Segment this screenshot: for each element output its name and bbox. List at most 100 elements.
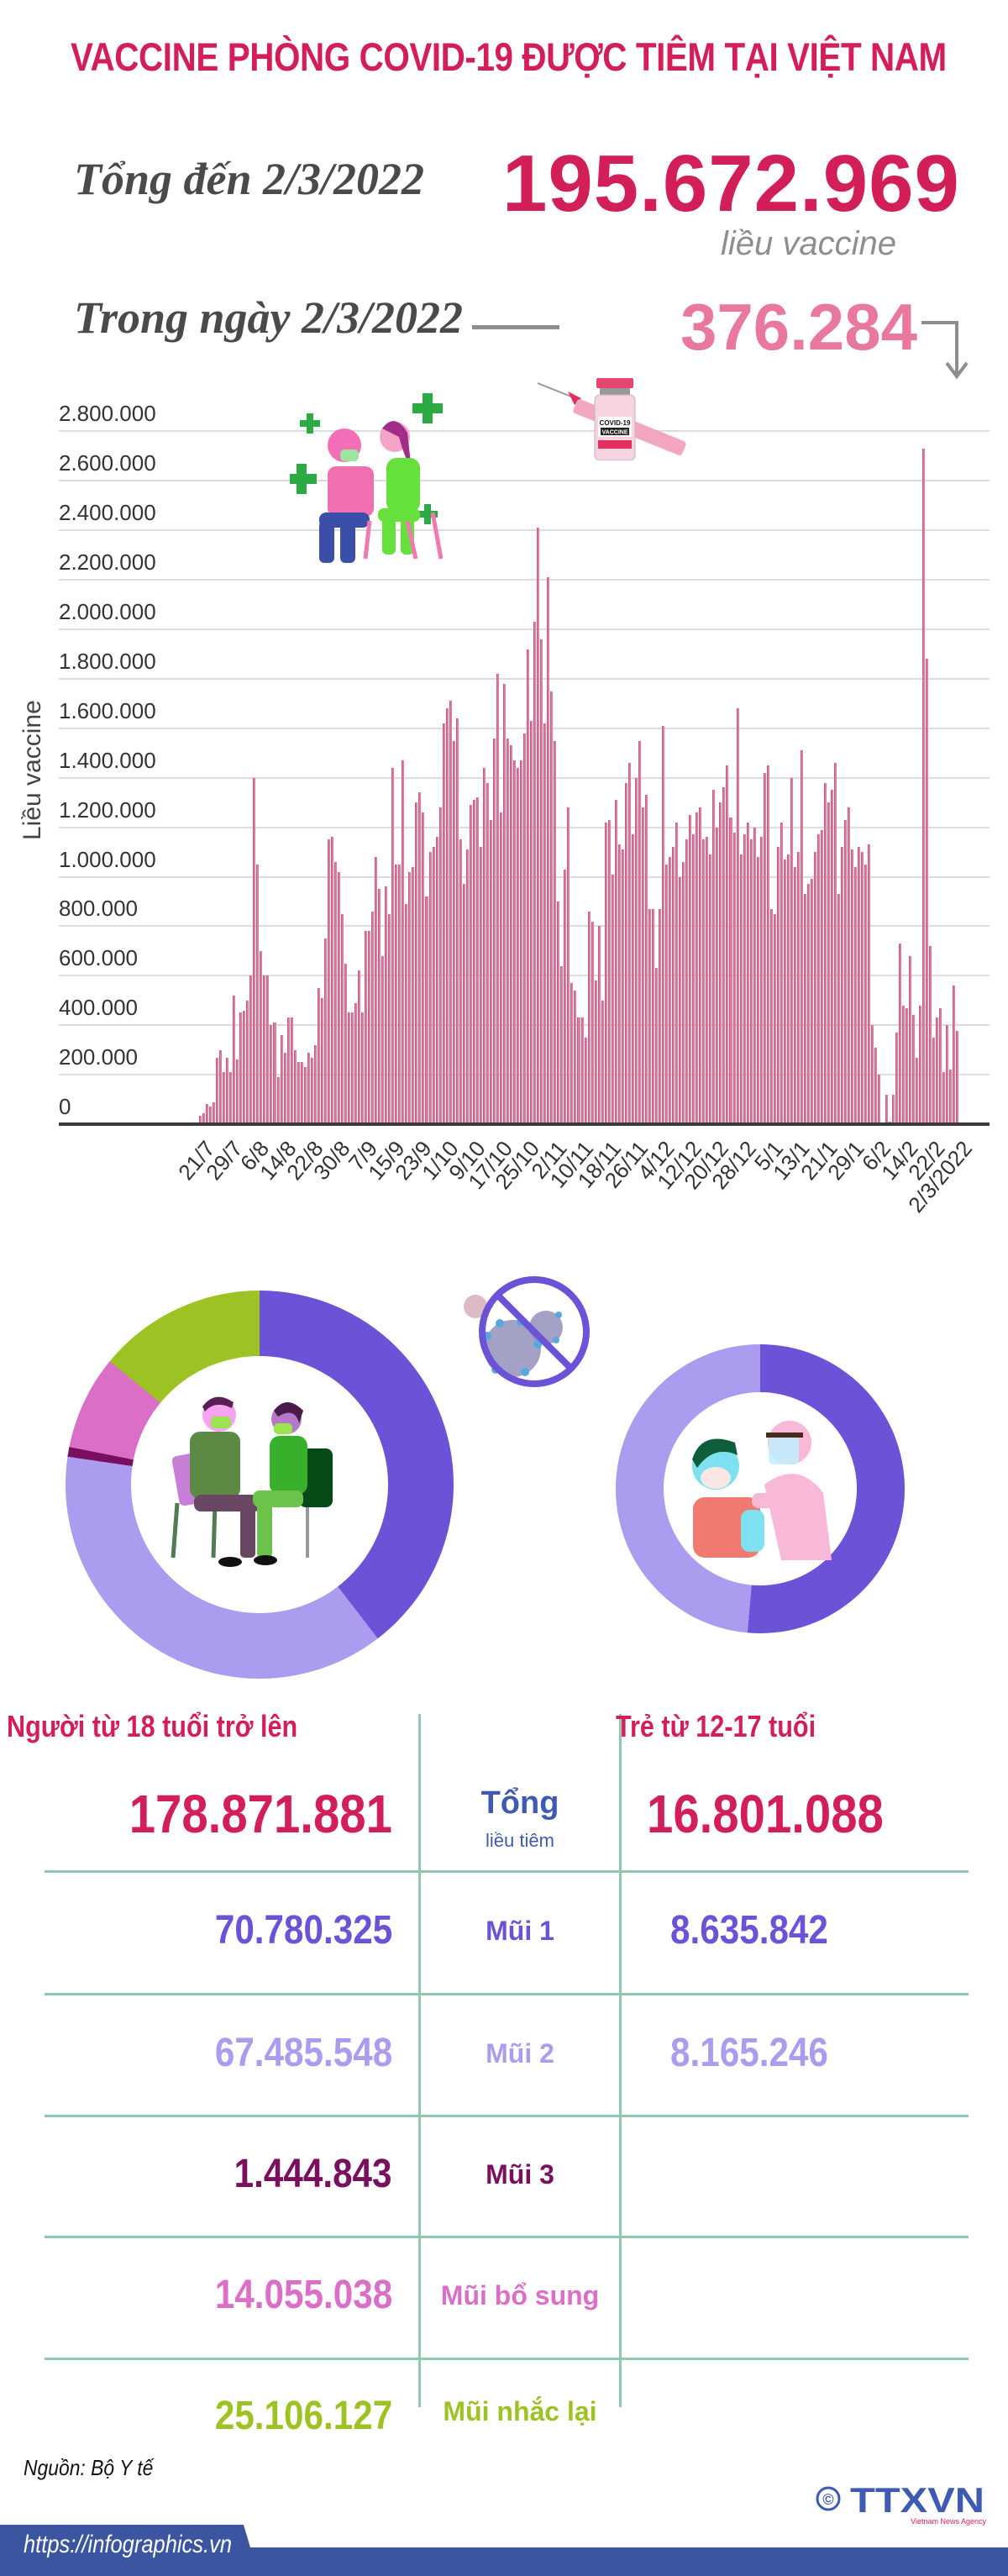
bar: [243, 1010, 246, 1124]
bar: [908, 955, 911, 1124]
bar: [455, 718, 459, 1124]
y-tick-label: 2.600.000: [59, 450, 156, 476]
adults-dose2: 67.485.548: [214, 2031, 392, 2075]
bar: [381, 955, 385, 1124]
bar: [270, 1025, 273, 1124]
y-tick-label: 400.000: [59, 995, 138, 1021]
bar: [854, 866, 858, 1124]
bar: [469, 805, 472, 1124]
bar: [482, 767, 486, 1124]
bar: [753, 827, 756, 1124]
bar: [554, 740, 557, 1124]
bar: [472, 800, 475, 1124]
bar: [759, 837, 763, 1124]
bar: [438, 807, 442, 1124]
bar: [945, 1025, 948, 1124]
bar: [385, 886, 388, 1124]
bar: [223, 1072, 226, 1124]
bar: [209, 1107, 213, 1124]
dose-table: Người từ 18 tuổi trở lên Trẻ từ 12-17 tu…: [0, 1680, 1008, 2438]
bar: [479, 847, 482, 1124]
bar: [837, 894, 841, 1124]
row-label-dose2: Mũi 2: [486, 2038, 554, 2069]
row-label-dose3: Mũi 3: [486, 2159, 554, 2190]
bar: [766, 765, 769, 1124]
bar: [699, 807, 702, 1124]
bar: [286, 1017, 290, 1124]
gridline: [59, 677, 990, 680]
bar: [462, 884, 465, 1124]
bar: [263, 975, 266, 1124]
row-divider: [45, 1993, 969, 1995]
bar: [597, 926, 601, 1124]
bar: [800, 750, 803, 1124]
bar: [293, 1049, 297, 1124]
bar: [543, 723, 547, 1124]
bar: [651, 908, 654, 1124]
bar: [452, 740, 455, 1124]
adults-booster: 25.106.127: [214, 2394, 392, 2438]
row-label-dose1: Mũi 1: [486, 1916, 554, 1946]
bar: [475, 797, 479, 1124]
bar: [246, 1000, 249, 1124]
bar: [465, 849, 469, 1124]
bar: [564, 869, 567, 1124]
bar: [327, 839, 330, 1124]
column-header-adults: Người từ 18 tuổi trở lên: [7, 1709, 298, 1743]
svg-text:VACCINE: VACCINE: [602, 430, 628, 436]
gridline: [59, 579, 990, 581]
bar: [948, 1070, 952, 1124]
bar: [928, 945, 932, 1124]
children-dose1: 8.635.842: [670, 1908, 828, 1953]
bar: [260, 950, 263, 1124]
column-divider: [619, 1714, 622, 2407]
day-value: 376.284: [680, 290, 917, 364]
bar: [435, 837, 438, 1124]
bar: [614, 800, 617, 1124]
bar: [229, 1072, 233, 1124]
bar: [952, 986, 955, 1124]
bar: [817, 834, 821, 1124]
bar: [442, 723, 445, 1124]
bar: [874, 1047, 878, 1124]
bar: [611, 874, 614, 1124]
y-tick-label: 1.000.000: [59, 846, 156, 872]
bar: [824, 782, 827, 1124]
bar: [317, 988, 320, 1124]
bar: [199, 1115, 202, 1124]
svg-text:TTXVN: TTXVN: [850, 2480, 984, 2520]
bar: [942, 1072, 945, 1124]
bar: [256, 864, 260, 1124]
vaccine-vial-syringe-illustration: COVID-19 VACCINE: [538, 378, 686, 460]
children-dose2: 8.165.246: [670, 2031, 828, 2075]
website-link[interactable]: https://infographics.vn: [24, 2531, 233, 2558]
bar: [587, 911, 591, 1124]
bar: [617, 844, 621, 1124]
bar: [831, 790, 834, 1124]
row-divider: [45, 1870, 969, 1873]
bar: [594, 980, 597, 1124]
bar: [716, 827, 719, 1124]
bar: [793, 866, 796, 1124]
bar: [918, 1005, 921, 1124]
bar: [570, 983, 574, 1124]
bar: [803, 894, 806, 1124]
bar: [320, 997, 323, 1124]
y-tick-label: 1.400.000: [59, 747, 156, 773]
bar: [634, 777, 638, 1124]
y-tick-label: 2.200.000: [59, 549, 156, 576]
copyright-icon: ©: [822, 2491, 833, 2508]
bar: [340, 913, 344, 1124]
bar: [402, 760, 405, 1124]
bar: [425, 896, 428, 1124]
y-tick-label: 1.200.000: [59, 796, 156, 823]
row-divider: [45, 2358, 969, 2360]
adults-dose3: 1.444.843: [234, 2152, 392, 2196]
bar: [601, 1000, 604, 1124]
bar: [790, 777, 793, 1124]
bar: [337, 871, 340, 1124]
bar: [834, 763, 837, 1124]
bar: [638, 740, 641, 1124]
bar: [861, 852, 864, 1124]
row-sublabel-total: liều tiêm: [486, 1830, 554, 1851]
